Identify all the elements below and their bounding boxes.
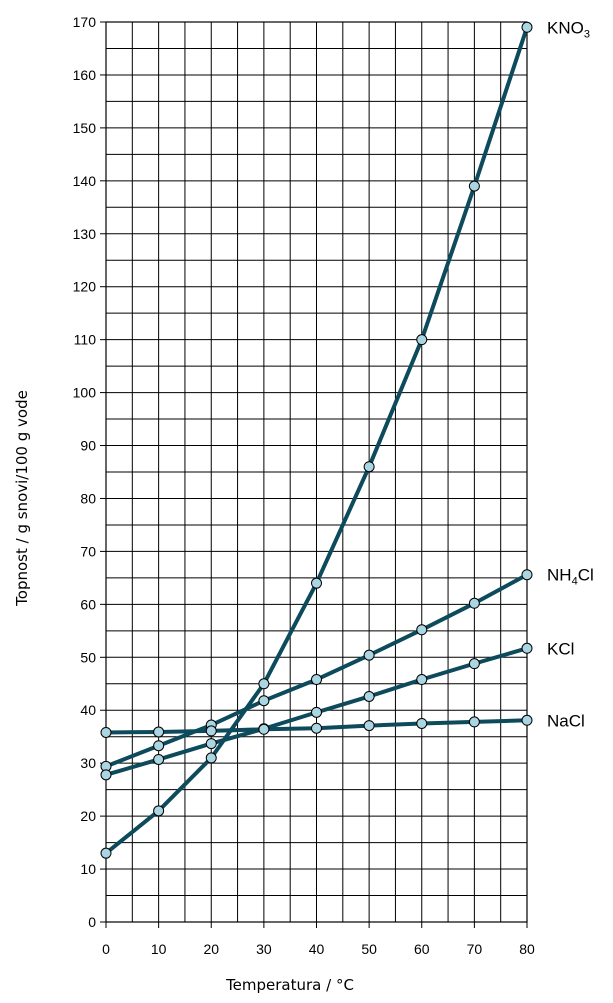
y-tick-label: 110 (74, 332, 97, 348)
y-tick-label: 100 (73, 385, 97, 401)
y-tick-label: 170 (73, 14, 97, 30)
series-label-nacl: NaCl (547, 711, 585, 730)
y-tick-label: 90 (80, 438, 96, 454)
y-tick-label: 10 (80, 861, 96, 877)
data-point-kno3 (416, 334, 428, 346)
data-point-kno3 (153, 805, 165, 817)
y-tick-label: 20 (80, 808, 96, 824)
y-tick-label: 60 (80, 596, 96, 612)
data-point-nacl (416, 717, 428, 729)
data-point-nacl (205, 725, 217, 737)
x-tick-label: 60 (414, 941, 430, 957)
y-tick-label: 140 (73, 173, 97, 189)
data-point-kcl (153, 753, 165, 765)
data-point-nacl (521, 714, 533, 726)
y-tick-label: 0 (88, 914, 96, 930)
x-tick-label: 80 (519, 941, 535, 957)
x-tick-label: 0 (102, 941, 110, 957)
y-tick-label: 150 (73, 120, 97, 136)
data-point-nacl (468, 716, 480, 728)
data-point-kno3 (258, 678, 270, 690)
x-tick-labels: 0 10 20 30 40 50 60 70 80 (102, 941, 535, 957)
data-point-nh4cl (311, 674, 322, 686)
x-tick-label: 70 (467, 941, 483, 957)
y-tick-label: 40 (80, 702, 96, 718)
grid-major (100, 21, 528, 928)
y-tick-label: 130 (73, 226, 97, 242)
y-tick-label: 30 (80, 755, 96, 771)
data-point-nh4cl (468, 597, 480, 609)
data-point-kno3 (363, 461, 375, 473)
data-point-kno3 (468, 180, 480, 192)
data-point-kcl (468, 658, 480, 670)
y-tick-label: 160 (73, 67, 97, 83)
y-tick-label: 80 (80, 490, 96, 506)
data-point-nh4cl (258, 695, 270, 707)
data-point-nh4cl (416, 624, 428, 636)
data-point-nacl (363, 720, 375, 732)
x-tick-label: 10 (151, 941, 167, 957)
data-point-kno3 (521, 21, 533, 33)
x-tick-label: 20 (203, 941, 219, 957)
series-labels: KNO3 NH4Cl KCl NaCl (547, 18, 594, 730)
data-point-nacl (311, 722, 322, 734)
y-tick-labels: 0 10 20 30 40 50 60 70 80 90 100 110 120 130 140 150 160… (73, 14, 97, 930)
y-tick-label: 50 (80, 649, 96, 665)
data-point-kno3 (205, 752, 217, 764)
data-point-nacl (153, 726, 165, 738)
data-point-nh4cl (363, 649, 375, 661)
x-tick-label: 30 (256, 941, 272, 957)
data-point-nh4cl (153, 740, 165, 752)
x-axis-title: Temperatura / °C (225, 976, 354, 994)
y-axis-title: Topnost / g snovi/100 g vode (13, 390, 31, 607)
data-point-kcl (205, 738, 217, 750)
series-label-kcl: KCl (547, 639, 574, 658)
data-point-kcl (416, 674, 428, 686)
data-point-nh4cl (521, 569, 533, 581)
x-tick-label: 40 (309, 941, 325, 957)
series-markers (100, 21, 533, 859)
x-tick-label: 50 (361, 941, 377, 957)
data-point-nacl (258, 723, 270, 735)
data-point-kcl (363, 690, 375, 702)
series-label-nh4cl: NH4Cl (547, 566, 594, 588)
data-point-kno3 (100, 847, 112, 859)
data-point-kcl (311, 706, 322, 718)
grid-minor (105, 21, 528, 923)
y-tick-label: 70 (80, 543, 96, 559)
data-point-kno3 (311, 577, 322, 589)
data-point-kcl (521, 642, 533, 654)
y-tick-label: 120 (73, 279, 97, 295)
data-point-kcl (100, 769, 112, 781)
data-point-nacl (100, 726, 112, 738)
series-label-kno3: KNO3 (547, 18, 590, 40)
